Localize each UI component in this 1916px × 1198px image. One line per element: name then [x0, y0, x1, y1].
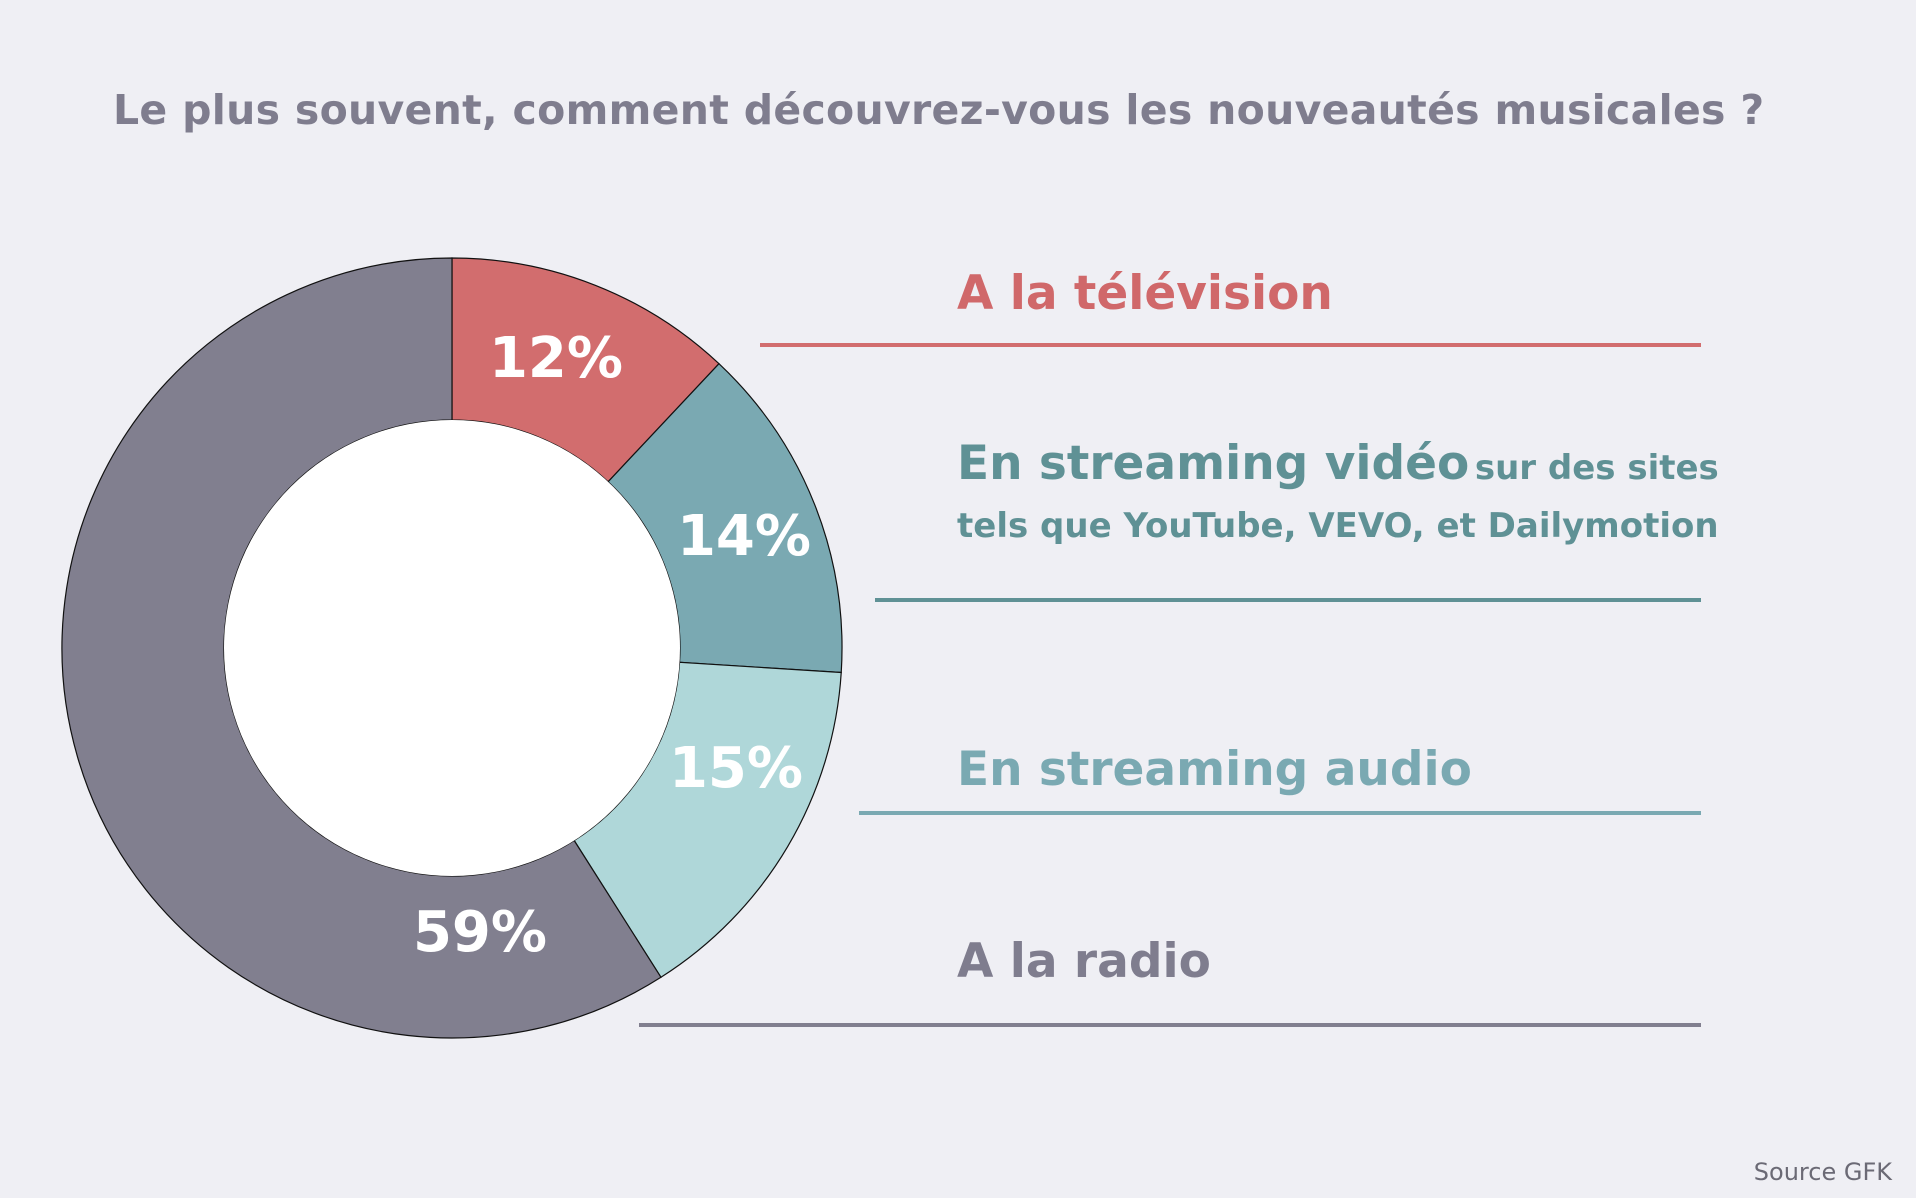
- donut-hole: [224, 420, 680, 876]
- chart-title: Le plus souvent, comment découvrez-vous …: [113, 86, 1765, 134]
- slice-value-label: 14%: [677, 504, 811, 569]
- legend-label-video-detail-2: tels que YouTube, VEVO, et Dailymotion: [957, 506, 1719, 546]
- legend-line-tv: [760, 343, 1701, 347]
- legend-label-tv: A la télévision: [957, 266, 1333, 321]
- slice-value-label: 12%: [489, 326, 623, 391]
- legend-label-video: En streaming vidéo sur des sites: [957, 436, 1719, 491]
- legend-line-radio: [639, 1023, 1701, 1027]
- legend-label-radio: A la radio: [957, 934, 1211, 989]
- source-note: Source GFK: [1753, 1158, 1892, 1186]
- legend-label-video-detail: sur des sites: [1474, 448, 1719, 488]
- legend-label-audio: En streaming audio: [957, 742, 1472, 797]
- legend-line-audio: [859, 811, 1701, 815]
- legend-label-video-main: En streaming vidéo: [957, 436, 1470, 491]
- slice-value-label: 59%: [413, 900, 547, 965]
- slice-value-label: 15%: [669, 736, 803, 801]
- legend-line-video: [875, 598, 1701, 602]
